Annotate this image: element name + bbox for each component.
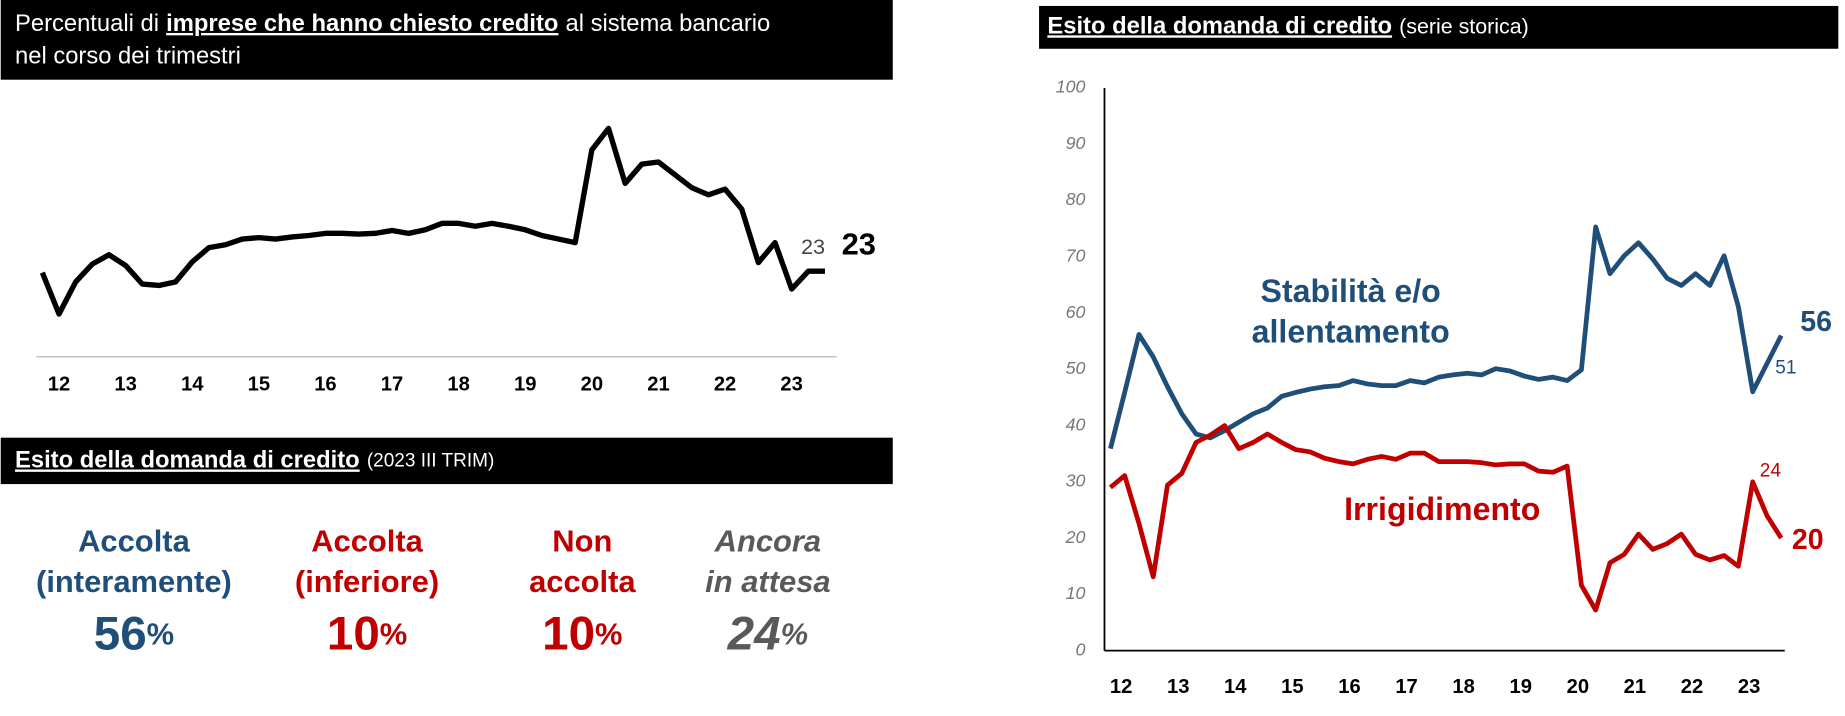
- unit: %: [595, 616, 622, 651]
- x-tick-label: 18: [1452, 676, 1474, 698]
- item-value: 24%: [727, 607, 808, 660]
- series-name: Irrigidimento: [1344, 491, 1540, 527]
- title-part: (serie storica): [1399, 14, 1529, 38]
- x-tick-label: 14: [1224, 676, 1247, 698]
- x-tick-label: 15: [248, 374, 270, 396]
- title-part: imprese che hanno chiesto credito: [166, 10, 558, 37]
- y-tick-label: 40: [1066, 414, 1086, 434]
- series-name: Stabilità e/o allentamento: [1251, 273, 1450, 350]
- x-tick-label: 16: [314, 374, 336, 396]
- item-label: Accolta: [78, 524, 190, 559]
- x-tick-label: 18: [447, 374, 469, 396]
- y-tick-label: 30: [1066, 471, 1086, 491]
- panel-header-bar: [0, 437, 893, 485]
- unit: %: [781, 616, 808, 651]
- x-tick-label: 21: [1624, 676, 1646, 698]
- x-tick-label: 13: [1167, 676, 1189, 698]
- chart-title: nel corso dei trimestri: [15, 42, 241, 69]
- data-label: 23: [842, 226, 876, 261]
- value: 24: [727, 607, 781, 660]
- x-tick-label: 22: [1681, 676, 1703, 698]
- y-tick-label: 70: [1066, 246, 1086, 266]
- x-tick-label: 22: [714, 374, 736, 396]
- value: 56: [94, 607, 147, 660]
- title-part: Percentuali di: [15, 10, 159, 37]
- title-part: Esito della domanda di credito: [15, 447, 360, 474]
- y-tick-label: 90: [1066, 133, 1086, 153]
- x-tick-label: 13: [114, 374, 136, 396]
- x-tick-label: 21: [647, 374, 669, 396]
- item-value: 56%: [94, 607, 174, 660]
- line: [1108, 224, 1784, 450]
- chart-title: Esito della domanda di credito (serie sto…: [1047, 13, 1528, 40]
- x-tick-label: 17: [1395, 676, 1417, 698]
- item-label: Ancora: [714, 524, 821, 559]
- x-tick-label: 12: [1110, 676, 1132, 698]
- left-header-bar: [0, 0, 893, 80]
- y-tick-label: 60: [1066, 302, 1086, 322]
- x-tick-label: 20: [581, 374, 603, 396]
- item-label: Non: [552, 524, 612, 559]
- x-tick-label: 17: [381, 374, 403, 396]
- right-header-bar: [1039, 5, 1839, 49]
- chart-title: Percentuali di imprese che hanno chiesto …: [15, 10, 770, 37]
- item-label: (interamente): [36, 564, 232, 599]
- value: 10: [327, 607, 380, 660]
- item-value: 10%: [327, 607, 407, 660]
- y-tick-label: 10: [1066, 583, 1086, 603]
- value: 10: [542, 607, 595, 660]
- data-label: 23: [801, 235, 825, 259]
- y-tick-label: 100: [1056, 77, 1086, 97]
- x-tick-label: 20: [1567, 676, 1589, 698]
- item-label: Accolta: [311, 524, 423, 559]
- line: [39, 125, 825, 317]
- x-tick-label: 23: [780, 374, 802, 396]
- unit: %: [147, 616, 174, 651]
- title-part: Esito della domanda di credito: [1047, 13, 1392, 40]
- title-part: al sistema bancario: [566, 10, 771, 37]
- y-tick-label: 80: [1066, 189, 1086, 209]
- data-label: 56: [1800, 306, 1832, 338]
- x-tick-label: 19: [1510, 676, 1532, 698]
- x-tick-label: 23: [1738, 676, 1760, 698]
- data-label: 24: [1760, 461, 1782, 482]
- x-tick-label: 12: [48, 374, 70, 396]
- y-tick-label: 20: [1065, 527, 1086, 547]
- item-label: in attesa: [705, 564, 830, 599]
- y-tick-label: 0: [1076, 639, 1086, 659]
- item-value: 10%: [542, 607, 622, 660]
- x-tick-label: 19: [514, 374, 536, 396]
- y-tick-label: 50: [1066, 358, 1086, 378]
- panel-title: Esito della domanda di credito (2023 III …: [15, 447, 494, 474]
- line: [1108, 423, 1784, 613]
- unit: %: [380, 616, 407, 651]
- data-label: 20: [1792, 524, 1824, 556]
- x-tick-label: 16: [1338, 676, 1360, 698]
- data-label: 51: [1775, 357, 1796, 378]
- item-label: accolta: [529, 564, 636, 599]
- x-tick-label: 15: [1281, 676, 1303, 698]
- x-tick-label: 14: [181, 374, 204, 396]
- title-part: (2023 III TRIM): [367, 451, 495, 472]
- series-name-box: Stabilità e/o allentamento: [1251, 273, 1450, 350]
- item-label: (inferiore): [295, 564, 439, 599]
